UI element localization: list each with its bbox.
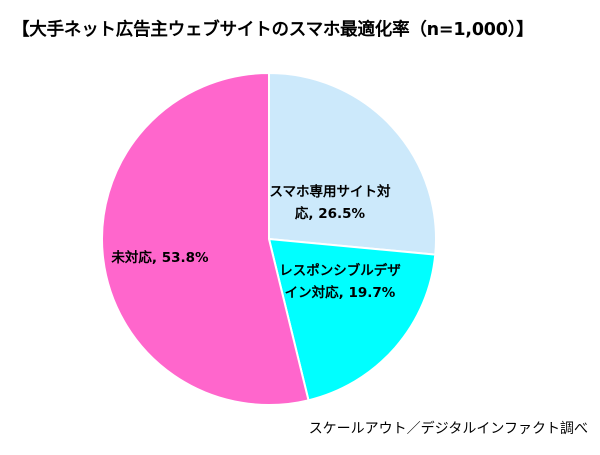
- source-credit: スケールアウト／デジタルインファクト調べ: [308, 421, 588, 437]
- slice-label-1: レスポンシブルデザイン対応, 19.7%: [279, 262, 401, 301]
- pie-slice-1: [267, 237, 437, 402]
- chart-title: 【大手ネット広告主ウェブサイトのスマホ最適化率（n=1,000）】: [12, 20, 534, 40]
- pie-slice-0: [268, 71, 437, 256]
- slice-label-2: 未対応, 53.8%: [111, 249, 209, 266]
- pie-slice-2: [101, 71, 310, 406]
- slice-label-0: スマホ専用サイト対応, 26.5%: [269, 183, 391, 222]
